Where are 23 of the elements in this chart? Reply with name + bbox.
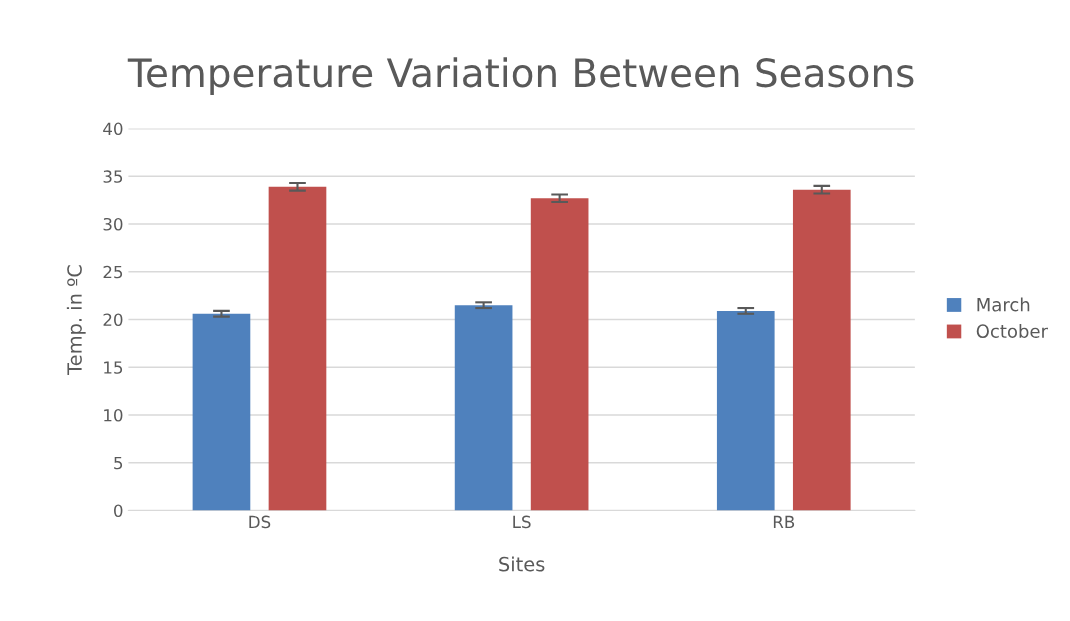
legend-label: October — [976, 324, 1048, 338]
y-tick-label: 30 — [103, 217, 123, 231]
x-tick-label: LS — [513, 515, 531, 529]
y-tick-label: 0 — [114, 504, 123, 518]
y-tick-label: 20 — [103, 313, 123, 327]
x-tick-label: DS — [249, 515, 271, 529]
y-tick-label: 35 — [103, 170, 123, 183]
y-axis-title: Temp. in ºC — [66, 265, 86, 375]
x-axis-title: Sites — [499, 556, 545, 572]
bar — [792, 189, 851, 511]
y-tick-label: 15 — [104, 361, 123, 374]
legend-label: March — [977, 297, 1030, 312]
y-tick-label: 40 — [103, 122, 123, 136]
bar — [454, 305, 513, 511]
y-tick-label: 25 — [103, 265, 123, 279]
bar — [192, 313, 251, 511]
bar — [716, 310, 775, 511]
y-tick-label: 10 — [104, 408, 123, 422]
x-tick-label: RB — [773, 515, 795, 528]
chart-title: Temperature Variation Between Seasons — [127, 57, 914, 95]
bar — [268, 186, 327, 511]
bar — [530, 198, 589, 511]
y-tick-label: 5 — [114, 456, 123, 470]
